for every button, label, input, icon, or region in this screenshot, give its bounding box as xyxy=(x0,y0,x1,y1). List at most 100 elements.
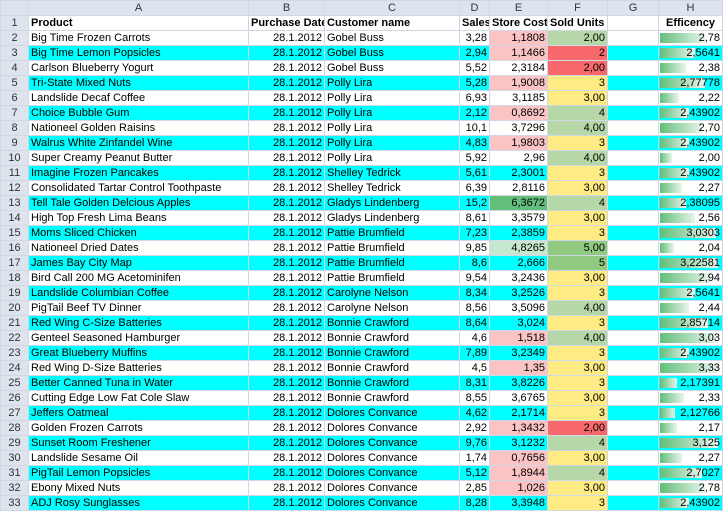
column-header-b[interactable]: B xyxy=(248,0,325,16)
efficency-cell[interactable]: 2,70 xyxy=(658,120,723,136)
column-header-h[interactable]: H xyxy=(658,0,723,16)
product-cell[interactable]: ADJ Rosy Sunglasses xyxy=(28,495,249,511)
sold-units-cell[interactable]: 2,00 xyxy=(547,30,608,46)
product-cell[interactable]: James Bay City Map xyxy=(28,255,249,271)
empty-g-cell[interactable] xyxy=(607,300,659,316)
empty-g-cell[interactable] xyxy=(607,30,659,46)
sold-units-cell[interactable]: 4 xyxy=(547,195,608,211)
efficency-cell[interactable]: 2,12766 xyxy=(658,405,723,421)
store-costs-cell[interactable]: 3,1232 xyxy=(489,435,548,451)
store-costs-cell[interactable]: 2,1714 xyxy=(489,405,548,421)
empty-g-cell[interactable] xyxy=(607,375,659,391)
product-cell[interactable]: Landslide Decaf Coffee xyxy=(28,90,249,106)
efficency-cell[interactable]: 2,78 xyxy=(658,480,723,496)
customer-cell[interactable]: Bonnie Crawford xyxy=(324,315,460,331)
product-cell[interactable]: Red Wing C-Size Batteries xyxy=(28,315,249,331)
efficency-cell[interactable]: 2,94 xyxy=(658,270,723,286)
purchase-date-cell[interactable]: 28.1.2012 xyxy=(248,390,325,406)
column-header-c[interactable]: C xyxy=(324,0,460,16)
header-efficency[interactable]: Efficency xyxy=(658,15,723,31)
product-cell[interactable]: Nationeel Golden Raisins xyxy=(28,120,249,136)
product-cell[interactable]: Red Wing D-Size Batteries xyxy=(28,360,249,376)
purchase-date-cell[interactable]: 28.1.2012 xyxy=(248,450,325,466)
purchase-date-cell[interactable]: 28.1.2012 xyxy=(248,435,325,451)
row-header[interactable]: 23 xyxy=(0,345,29,361)
store-costs-cell[interactable]: 3,6765 xyxy=(489,390,548,406)
empty-g-cell[interactable] xyxy=(607,495,659,511)
sold-units-cell[interactable]: 3,00 xyxy=(547,360,608,376)
row-header[interactable]: 26 xyxy=(0,390,29,406)
customer-cell[interactable]: Pattie Brumfield xyxy=(324,270,460,286)
customer-cell[interactable]: Carolyne Nelson xyxy=(324,285,460,301)
header-empty-g[interactable] xyxy=(607,15,659,31)
sales-cell[interactable]: 6,39 xyxy=(459,180,490,196)
header-sales[interactable]: Sales xyxy=(459,15,490,31)
sold-units-cell[interactable]: 3,00 xyxy=(547,450,608,466)
store-costs-cell[interactable]: 1,3432 xyxy=(489,420,548,436)
row-header[interactable]: 29 xyxy=(0,435,29,451)
store-costs-cell[interactable]: 1,35 xyxy=(489,360,548,376)
header-purchase-date[interactable]: Purchase Date xyxy=(248,15,325,31)
store-costs-cell[interactable]: 3,2436 xyxy=(489,270,548,286)
customer-cell[interactable]: Polly Lira xyxy=(324,90,460,106)
sales-cell[interactable]: 8,55 xyxy=(459,390,490,406)
row-header[interactable]: 25 xyxy=(0,375,29,391)
purchase-date-cell[interactable]: 28.1.2012 xyxy=(248,75,325,91)
store-costs-cell[interactable]: 1,1466 xyxy=(489,45,548,61)
header-store-costs[interactable]: Store Costs xyxy=(489,15,548,31)
customer-cell[interactable]: Dolores Convance xyxy=(324,480,460,496)
column-header-g[interactable]: G xyxy=(607,0,659,16)
empty-g-cell[interactable] xyxy=(607,330,659,346)
sales-cell[interactable]: 7,89 xyxy=(459,345,490,361)
purchase-date-cell[interactable]: 28.1.2012 xyxy=(248,90,325,106)
row-header[interactable]: 28 xyxy=(0,420,29,436)
row-header[interactable]: 6 xyxy=(0,90,29,106)
customer-cell[interactable]: Gladys Lindenberg xyxy=(324,210,460,226)
product-cell[interactable]: Better Canned Tuna in Water xyxy=(28,375,249,391)
select-all-corner[interactable] xyxy=(0,0,29,16)
customer-cell[interactable]: Gobel Buss xyxy=(324,60,460,76)
customer-cell[interactable]: Polly Lira xyxy=(324,75,460,91)
sales-cell[interactable]: 5,12 xyxy=(459,465,490,481)
empty-g-cell[interactable] xyxy=(607,105,659,121)
product-cell[interactable]: Jeffers Oatmeal xyxy=(28,405,249,421)
store-costs-cell[interactable]: 2,8116 xyxy=(489,180,548,196)
store-costs-cell[interactable]: 2,96 xyxy=(489,150,548,166)
product-cell[interactable]: Tri-State Mixed Nuts xyxy=(28,75,249,91)
customer-cell[interactable]: Bonnie Crawford xyxy=(324,345,460,361)
sales-cell[interactable]: 5,92 xyxy=(459,150,490,166)
purchase-date-cell[interactable]: 28.1.2012 xyxy=(248,30,325,46)
sales-cell[interactable]: 15,2 xyxy=(459,195,490,211)
efficency-cell[interactable]: 2,85714 xyxy=(658,315,723,331)
purchase-date-cell[interactable]: 28.1.2012 xyxy=(248,120,325,136)
efficency-cell[interactable]: 3,0303 xyxy=(658,225,723,241)
customer-cell[interactable]: Polly Lira xyxy=(324,105,460,121)
sales-cell[interactable]: 8,64 xyxy=(459,315,490,331)
empty-g-cell[interactable] xyxy=(607,60,659,76)
product-cell[interactable]: Moms Sliced Chicken xyxy=(28,225,249,241)
store-costs-cell[interactable]: 2,3184 xyxy=(489,60,548,76)
store-costs-cell[interactable]: 3,024 xyxy=(489,315,548,331)
row-header[interactable]: 32 xyxy=(0,480,29,496)
sales-cell[interactable]: 6,93 xyxy=(459,90,490,106)
sold-units-cell[interactable]: 3 xyxy=(547,405,608,421)
row-header[interactable]: 11 xyxy=(0,165,29,181)
customer-cell[interactable]: Bonnie Crawford xyxy=(324,390,460,406)
customer-cell[interactable]: Dolores Convance xyxy=(324,465,460,481)
sold-units-cell[interactable]: 3,00 xyxy=(547,90,608,106)
empty-g-cell[interactable] xyxy=(607,285,659,301)
customer-cell[interactable]: Shelley Tedrick xyxy=(324,165,460,181)
product-cell[interactable]: Great Blueberry Muffins xyxy=(28,345,249,361)
purchase-date-cell[interactable]: 28.1.2012 xyxy=(248,105,325,121)
purchase-date-cell[interactable]: 28.1.2012 xyxy=(248,360,325,376)
row-header[interactable]: 33 xyxy=(0,495,29,511)
efficency-cell[interactable]: 2,7027 xyxy=(658,465,723,481)
row-header[interactable]: 8 xyxy=(0,120,29,136)
row-header[interactable]: 30 xyxy=(0,450,29,466)
sold-units-cell[interactable]: 3 xyxy=(547,375,608,391)
customer-cell[interactable]: Polly Lira xyxy=(324,135,460,151)
sold-units-cell[interactable]: 3 xyxy=(547,315,608,331)
product-cell[interactable]: Sunset Room Freshener xyxy=(28,435,249,451)
product-cell[interactable]: Carlson Blueberry Yogurt xyxy=(28,60,249,76)
efficency-cell[interactable]: 2,56 xyxy=(658,210,723,226)
